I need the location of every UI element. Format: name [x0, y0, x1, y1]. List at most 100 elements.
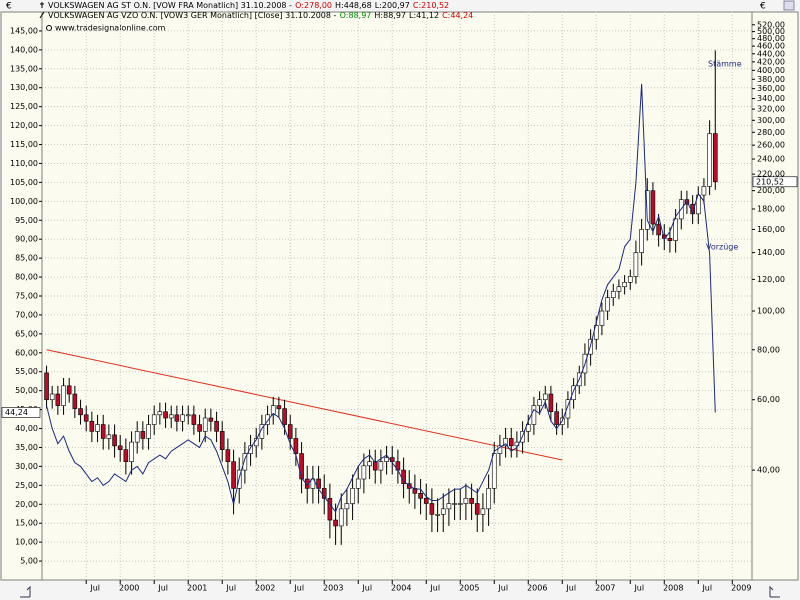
candle-body [440, 508, 446, 515]
candle-body [304, 478, 310, 489]
y-tick-label: 100,00 [10, 197, 38, 206]
source: www.tradesignalonline.com [55, 24, 166, 33]
candle-body [72, 393, 78, 409]
candle-body [610, 291, 616, 298]
candle-body [327, 498, 333, 521]
y-tick-label: 60,00 [15, 348, 38, 357]
candle-body [656, 223, 661, 236]
nav-arrow-left[interactable] [20, 585, 31, 598]
quote-value: L:41,12 [409, 11, 439, 20]
candle-body [633, 252, 639, 277]
candle-body [599, 310, 605, 326]
candle-body [66, 385, 72, 395]
candle-body [503, 438, 508, 447]
y-tick-label: 30,00 [15, 462, 38, 471]
legend-entry: VOLKSWAGEN AG ST O.N. [VOW FRA Monatlich… [48, 1, 449, 10]
candle-body [265, 414, 270, 425]
candle-body [310, 478, 316, 489]
x-tick-label: 2005 [459, 584, 479, 593]
quote-value: C:44,24 [442, 11, 473, 20]
candle-body [140, 431, 146, 439]
x-tick-label: 2003 [323, 584, 343, 593]
candle-body [78, 408, 83, 416]
quote-value: H:88,97 [374, 11, 406, 20]
y2-tick-label: 140,00 [757, 248, 785, 257]
annotation: Vorzüge [706, 243, 738, 252]
last-value-box [752, 176, 798, 188]
y-tick-label: 35,00 [15, 443, 38, 452]
candle-body [163, 411, 168, 419]
y-tick-label: 85,00 [15, 254, 38, 263]
candle-body [480, 508, 486, 515]
y-tick-label: 130,00 [10, 83, 38, 92]
candle-body [372, 461, 378, 471]
candle-body [270, 405, 276, 416]
y-tick-label: 10,00 [15, 538, 38, 547]
quote-value: H:448,68 [335, 1, 372, 10]
quote-value: O:88,97 [340, 11, 372, 20]
candle-body [429, 503, 435, 515]
candle-body [202, 417, 208, 432]
y-tick-label: 75,00 [15, 292, 38, 301]
candle-body [474, 503, 480, 515]
trendline [46, 349, 563, 461]
candle-body [452, 503, 457, 505]
candle-body [571, 385, 576, 401]
candle-body [180, 414, 185, 422]
y-tick-label: 20,00 [15, 500, 38, 509]
y2-tick-label: 200,00 [757, 186, 785, 195]
y-tick-label: 125,00 [10, 102, 38, 111]
y-tick-label: 40,00 [15, 424, 38, 433]
candle-body [89, 420, 95, 432]
legend-icon [39, 11, 45, 19]
candle-body [650, 190, 656, 225]
y-tick-label: 95,00 [15, 216, 38, 225]
candle-body [293, 438, 299, 454]
candle-body [287, 424, 293, 439]
x-tick-label: Jul [225, 584, 236, 593]
series-name: VOLKSWAGEN AG VZO O.N. [VOW3 GER Monatli… [48, 11, 337, 20]
candle-body [112, 434, 117, 447]
candle-body [486, 488, 491, 510]
candle-body [276, 405, 282, 409]
left-axis-panel [0, 11, 43, 581]
y2-tick-label: 60,00 [757, 395, 780, 404]
line-series [46, 83, 716, 513]
x-tick-label: 2000 [119, 584, 139, 593]
y-tick-label: 115,00 [10, 140, 38, 149]
y-tick-label: 135,00 [10, 64, 38, 73]
quote-value: C:210,52 [413, 1, 449, 10]
settings-button[interactable] [783, 0, 795, 11]
candle-body [191, 414, 197, 425]
candle-body [508, 438, 514, 447]
x-tick-label: Jul [361, 584, 372, 593]
legend-icon [40, 2, 44, 8]
candle-body [605, 297, 610, 312]
y2-tick-label: 480,00 [757, 34, 785, 43]
y-tick-label: 70,00 [15, 310, 38, 319]
candle-body [537, 399, 542, 406]
x-tick-label: Jul [701, 584, 712, 593]
nav-arrow-right[interactable] [769, 585, 780, 598]
candle-body [707, 133, 712, 187]
y2-tick-label: 100,00 [757, 307, 785, 316]
y2-tick-label: 520,00 [757, 20, 785, 29]
candle-body [157, 411, 163, 416]
candle-body [384, 457, 389, 462]
candle-body [712, 133, 718, 183]
candle-body [554, 411, 559, 425]
x-tick-label: 2006 [527, 584, 547, 593]
y2-tick-label: 420,00 [757, 57, 785, 66]
x-tick-label: 2007 [595, 584, 615, 593]
y-unit: € [6, 2, 12, 12]
y-tick-label: 15,00 [15, 519, 38, 528]
y2-tick-label: 240,00 [757, 155, 785, 164]
last-value-label: 44,24 [5, 408, 28, 417]
y-tick-label: 120,00 [10, 121, 38, 130]
y2-tick-label: 500,00 [757, 27, 785, 36]
x-tick-label: Jul [429, 584, 440, 593]
y2-tick-label: 300,00 [757, 116, 785, 125]
annotation: Stämme [708, 60, 742, 69]
y2-tick-label: 40,00 [757, 466, 780, 475]
